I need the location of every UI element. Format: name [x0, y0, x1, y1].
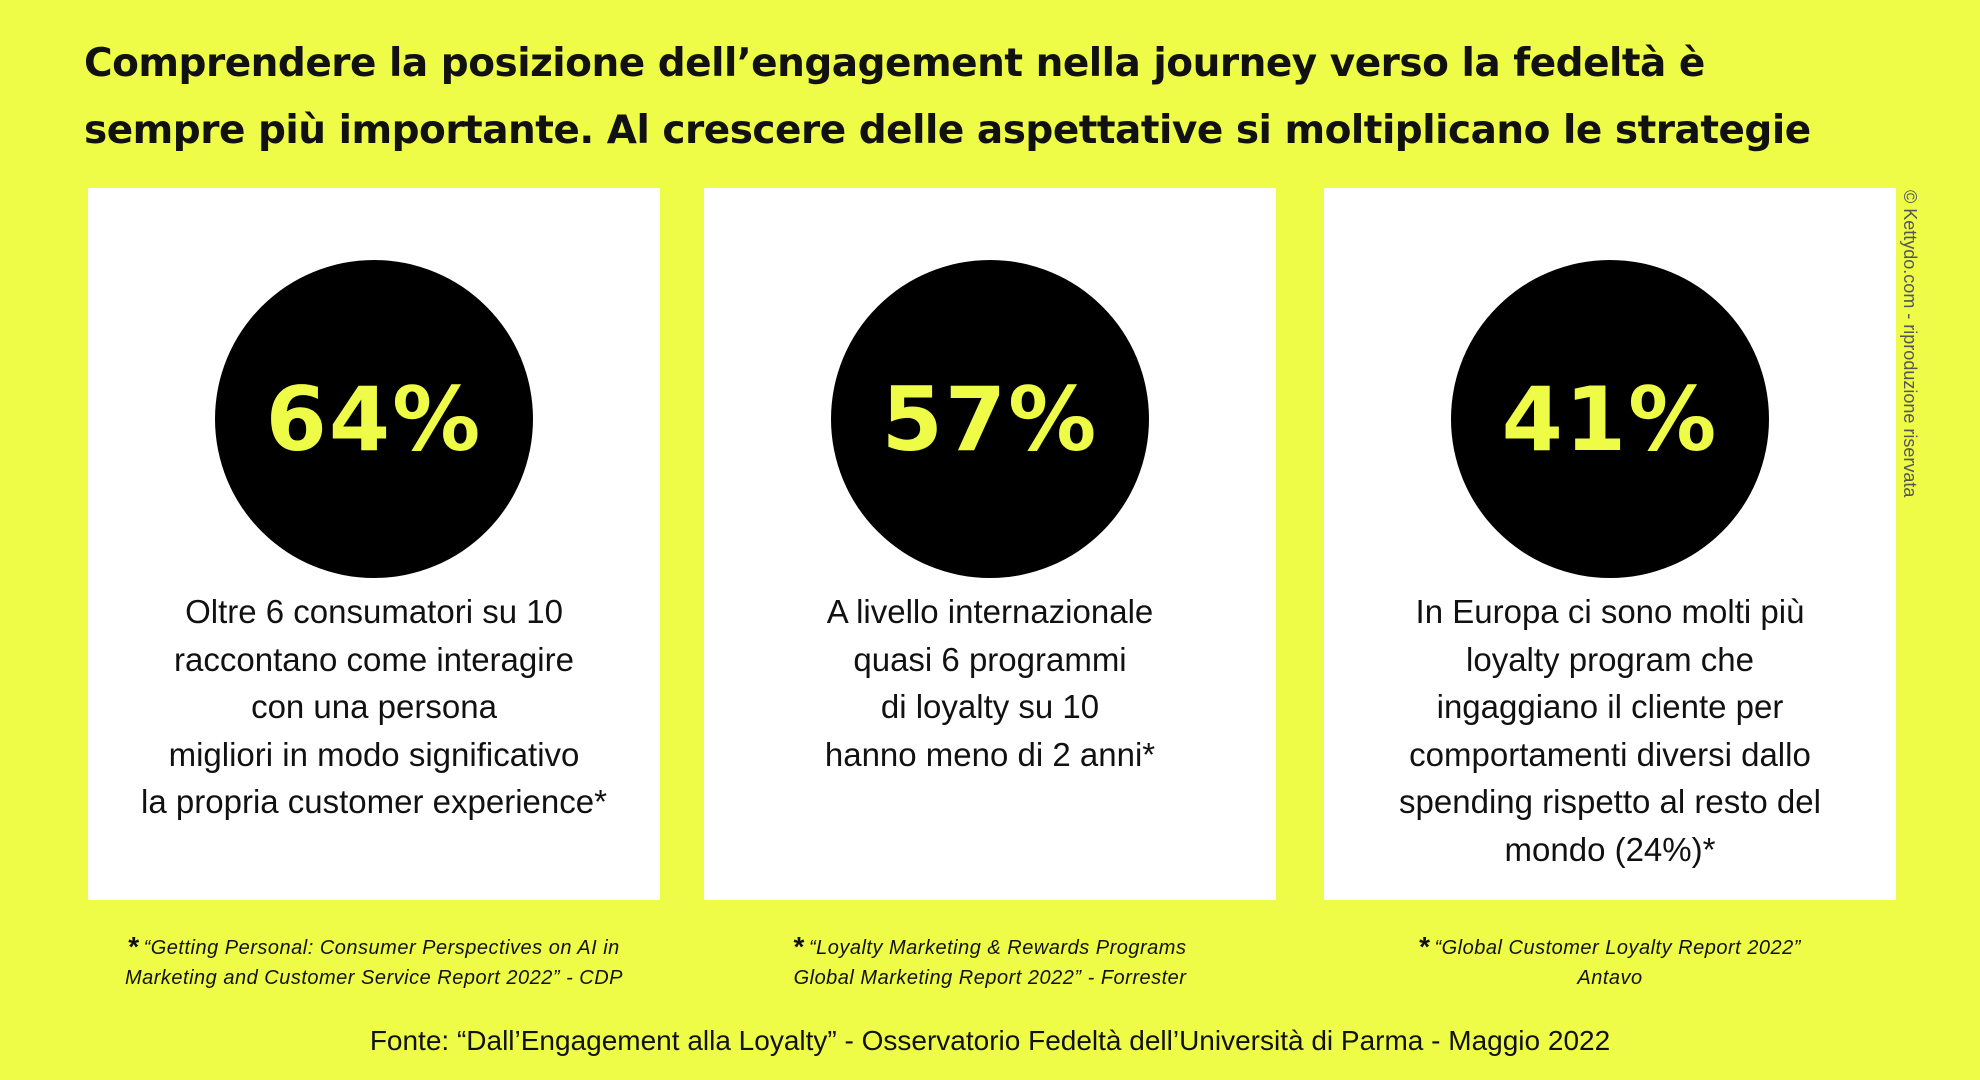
description-line: Oltre 6 consumatori su 10 [185, 593, 563, 630]
description-line: loyalty program che [1466, 640, 1754, 678]
description-line: ingaggiano il cliente per [1436, 688, 1784, 725]
stat-description: A livello internazionale quasi 6 program… [704, 588, 1276, 778]
source-citation: Fonte: “Dall’Engagement alla Loyalty” - … [369, 1025, 1611, 1056]
footnote-3: * “Global Customer Loyalty Report 2022” A… [1330, 932, 1890, 993]
stat-circle: 64% [215, 260, 533, 578]
headline-line-2: sempre più importante. Al crescere delle… [84, 108, 1811, 153]
footnote-line: “Global Customer Loyalty Report 2022” [1434, 937, 1801, 959]
description-line: mondo (24%)* [1504, 830, 1716, 868]
description-line: migliori in modo significativo [168, 735, 580, 773]
headline: Comprendere la posizione dell’engagement… [84, 30, 1884, 164]
stat-description: In Europa ci sono molti più loyalty prog… [1324, 588, 1896, 873]
stat-card-1: 64% Oltre 6 consumatori su 10 raccontano… [88, 188, 660, 900]
description-line: spending rispetto al resto del [1399, 783, 1821, 820]
footnote-line: Marketing and Customer Service Report 20… [124, 967, 624, 989]
stat-value: 41% [1501, 367, 1719, 471]
stat-circle: 57% [831, 260, 1149, 578]
footnote-2: * “Loyalty Marketing & Rewards Programs G… [710, 932, 1270, 993]
footnote-1: * “Getting Personal: Consumer Perspective… [94, 932, 654, 993]
asterisk-icon: * [1419, 931, 1431, 962]
description-line: con una persona [251, 688, 497, 725]
description-line: raccontano come interagire [174, 640, 574, 678]
headline-line-1: Comprendere la posizione dell’engagement… [84, 41, 1705, 86]
footnote-line: Global Marketing Report 2022” - Forreste… [793, 967, 1187, 989]
asterisk-icon: * [128, 931, 140, 962]
asterisk-icon: * [793, 931, 805, 962]
description-line: quasi 6 programmi [853, 640, 1127, 678]
description-line: hanno meno di 2 anni* [824, 735, 1156, 773]
description-line: di loyalty su 10 [880, 688, 1100, 725]
description-line: A livello internazionale [826, 593, 1154, 630]
stat-value: 57% [881, 367, 1099, 471]
footnote-line: Antavo [1577, 967, 1643, 989]
stat-circle: 41% [1451, 260, 1769, 578]
footnote-line: “Getting Personal: Consumer Perspectives… [143, 937, 620, 959]
description-line: comportamenti diversi dallo [1409, 735, 1811, 773]
stat-card-2: 57% A livello internazionale quasi 6 pro… [704, 188, 1276, 900]
copyright-credit: © Kettydo.com - riproduzione riservata [1900, 190, 1920, 498]
stat-description: Oltre 6 consumatori su 10 raccontano com… [88, 588, 660, 826]
footnote-line: “Loyalty Marketing & Rewards Programs [808, 937, 1187, 959]
stat-card-3: 41% In Europa ci sono molti più loyalty … [1324, 188, 1896, 900]
description-line: In Europa ci sono molti più [1415, 593, 1805, 630]
stat-value: 64% [265, 367, 483, 471]
description-line: la propria customer experience* [141, 783, 607, 820]
